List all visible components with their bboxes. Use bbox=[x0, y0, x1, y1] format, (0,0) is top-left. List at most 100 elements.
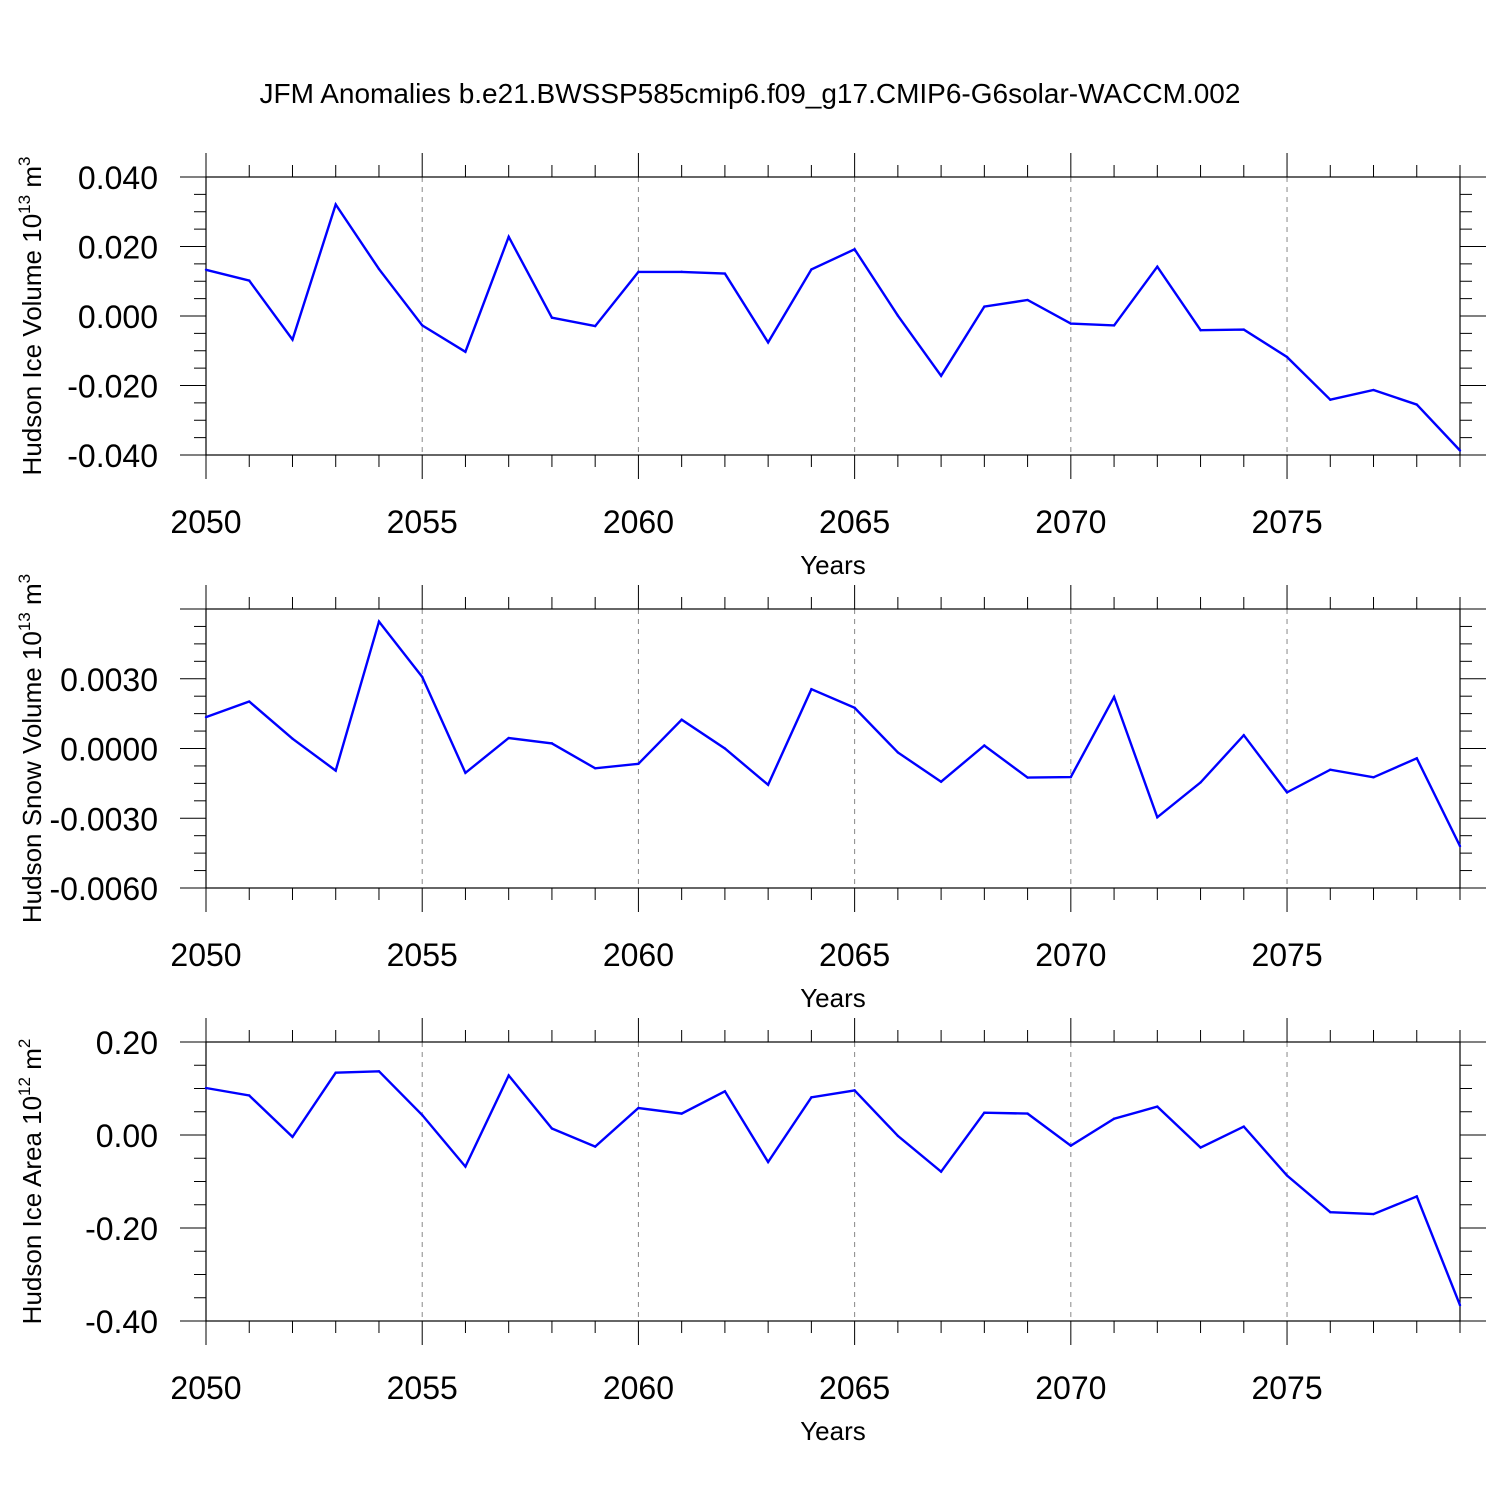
x-tick-label: 2075 bbox=[1251, 1370, 1322, 1406]
data-point bbox=[507, 235, 510, 238]
data-point bbox=[1329, 1210, 1332, 1214]
data-point bbox=[939, 374, 943, 377]
data-point bbox=[1026, 298, 1029, 302]
y-tick-label: 0.0000 bbox=[60, 732, 158, 768]
data-point bbox=[1199, 781, 1202, 784]
data-point bbox=[766, 783, 770, 786]
data-point bbox=[1026, 776, 1029, 779]
y-tick-label: 0.20 bbox=[96, 1025, 158, 1061]
data-point bbox=[1156, 265, 1159, 268]
data-point bbox=[1372, 776, 1375, 779]
data-point bbox=[334, 769, 337, 772]
data-point bbox=[1458, 844, 1462, 848]
y-tick-label: 0.00 bbox=[96, 1118, 158, 1154]
data-point bbox=[248, 700, 251, 703]
y-axis-label-unit-exponent: 3 bbox=[15, 574, 34, 583]
plot-frame bbox=[205, 176, 1461, 456]
data-point bbox=[723, 747, 727, 750]
x-tick-label: 2065 bbox=[819, 1370, 890, 1406]
series-line bbox=[205, 619, 1462, 847]
data-point bbox=[1415, 403, 1418, 406]
y-tick-label: 0.020 bbox=[78, 230, 158, 266]
x-tick-label: 2050 bbox=[170, 937, 241, 973]
data-point bbox=[593, 1145, 597, 1148]
y-axis-label: Hudson Snow Volume 1013 m3 bbox=[15, 574, 47, 923]
data-point bbox=[377, 267, 381, 271]
data-point bbox=[377, 1070, 381, 1073]
y-tick-label: -0.20 bbox=[85, 1211, 158, 1247]
data-point bbox=[1242, 734, 1245, 737]
data-point bbox=[810, 688, 813, 691]
data-point bbox=[291, 737, 294, 740]
data-point bbox=[507, 1074, 510, 1077]
data-point bbox=[939, 780, 943, 783]
data-point bbox=[204, 715, 208, 719]
data-point bbox=[204, 1086, 208, 1090]
data-point bbox=[550, 316, 554, 319]
y-axis-label-unit-exponent: 3 bbox=[15, 157, 34, 166]
data-point bbox=[1415, 757, 1418, 760]
x-axis-label: Years bbox=[800, 550, 866, 580]
data-point bbox=[1199, 1146, 1202, 1149]
data-point bbox=[291, 338, 294, 341]
x-tick-label: 2055 bbox=[387, 504, 458, 540]
data-point bbox=[464, 350, 467, 353]
data-point bbox=[464, 771, 467, 775]
chart-ice-area: -0.40 -0.20 0.00 0.20 2050 2055 2060 2065 2070 20… bbox=[15, 1018, 1486, 1445]
y-axis-label-unit: m bbox=[17, 166, 47, 195]
data-point bbox=[334, 1071, 337, 1074]
x-tick-label: 2060 bbox=[603, 937, 674, 973]
y-tick-label: 0.000 bbox=[78, 299, 158, 335]
data-point bbox=[810, 268, 813, 271]
plot-frame bbox=[205, 1041, 1461, 1322]
data-point bbox=[1069, 322, 1073, 325]
y-axis-label-text: Hudson Ice Volume 10 bbox=[17, 214, 47, 476]
y-axis-label: Hudson Ice Volume 1013 m3 bbox=[15, 157, 47, 476]
data-point bbox=[896, 314, 900, 317]
data-point bbox=[550, 742, 554, 745]
data-point bbox=[896, 1134, 900, 1138]
data-point bbox=[421, 324, 424, 327]
data-point bbox=[939, 1170, 943, 1173]
series-line bbox=[205, 201, 1461, 452]
data-point bbox=[593, 767, 597, 770]
series-line bbox=[205, 1070, 1462, 1306]
data-point bbox=[637, 270, 640, 274]
data-point bbox=[464, 1165, 467, 1168]
data-point bbox=[204, 268, 208, 271]
y-tick-label: -0.0060 bbox=[49, 871, 158, 907]
y-axis-label-text: Hudson Snow Volume 10 bbox=[17, 631, 47, 923]
data-point bbox=[1285, 355, 1289, 359]
data-point bbox=[1026, 1112, 1029, 1115]
data-point bbox=[680, 1112, 683, 1115]
data-point bbox=[853, 1089, 856, 1092]
x-tick-label: 2065 bbox=[819, 504, 890, 540]
x-tick-label: 2075 bbox=[1251, 504, 1322, 540]
x-axis-label: Years bbox=[800, 983, 866, 1010]
y-tick-label: -0.0030 bbox=[49, 801, 158, 837]
y-axis-label-unit-exponent: 2 bbox=[15, 1039, 34, 1048]
data-point bbox=[507, 736, 510, 740]
y-tick-label: -0.040 bbox=[67, 438, 158, 474]
y-axis-label-unit: m bbox=[17, 583, 47, 612]
data-point bbox=[1329, 398, 1332, 401]
y-axis-label-text: Hudson Ice Area 10 bbox=[17, 1096, 47, 1324]
data-point bbox=[291, 1135, 294, 1139]
data-point bbox=[550, 1127, 554, 1130]
panel-snow-volume: -0.0060 -0.0030 0.0000 0.0030 2050 2055 2060 20… bbox=[0, 560, 1500, 1010]
data-point bbox=[637, 1106, 640, 1110]
data-point bbox=[1112, 695, 1116, 699]
y-axis-label-exponent: 13 bbox=[15, 195, 34, 214]
data-point bbox=[766, 341, 770, 344]
x-tick-label: 2070 bbox=[1035, 937, 1106, 973]
data-point bbox=[1285, 791, 1289, 794]
data-point bbox=[248, 279, 251, 282]
data-point bbox=[853, 706, 856, 710]
data-point bbox=[593, 324, 597, 328]
data-point bbox=[896, 751, 900, 754]
x-tick-label: 2050 bbox=[170, 1370, 241, 1406]
data-point bbox=[810, 1096, 813, 1099]
plot-frame bbox=[205, 608, 1461, 889]
data-point bbox=[1069, 775, 1073, 779]
data-point bbox=[1458, 1303, 1462, 1307]
